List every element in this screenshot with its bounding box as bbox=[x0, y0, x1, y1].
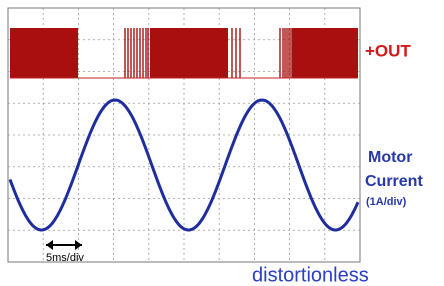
time-scale: 5ms/div bbox=[46, 252, 84, 264]
current-label: Current bbox=[365, 173, 423, 190]
scope-capture: 5ms/div +OUT Motor Current (1A/div) dist… bbox=[0, 0, 444, 286]
page: {"labels": {"out": "+OUT", "current_line… bbox=[0, 0, 444, 286]
caption: distortionless bbox=[252, 264, 369, 286]
pwm-band bbox=[150, 28, 228, 78]
out-label: +OUT bbox=[365, 41, 411, 60]
pwm-band bbox=[292, 28, 358, 78]
pwm-band bbox=[10, 28, 78, 78]
current-scale: (1A/div) bbox=[366, 196, 407, 208]
pwm-trace bbox=[10, 28, 358, 78]
motor-label: Motor bbox=[368, 149, 412, 166]
